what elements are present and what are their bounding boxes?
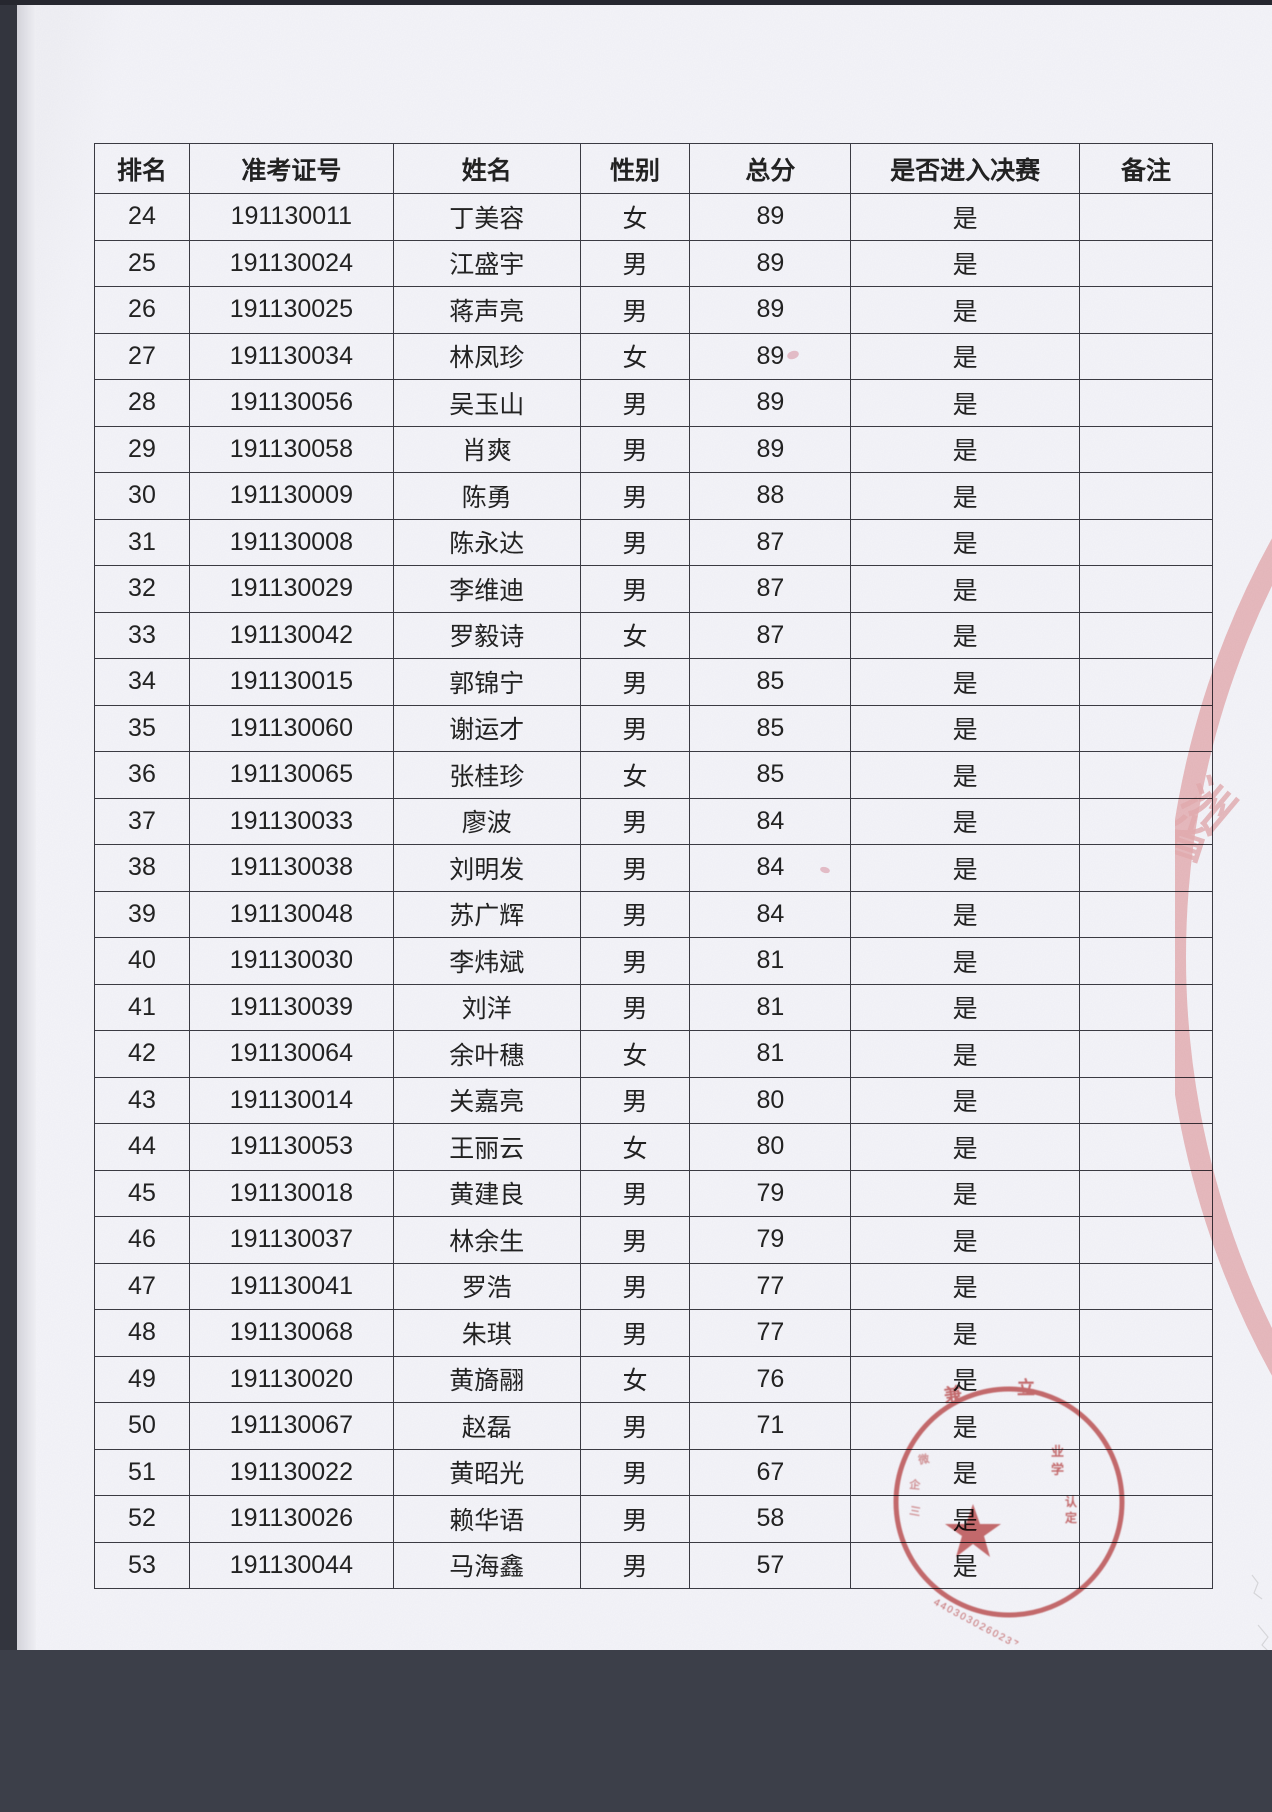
svg-text:立: 立 (1017, 1377, 1035, 1398)
svg-text:三: 三 (908, 1504, 921, 1519)
svg-text:4403030260237: 4403030260237 (932, 1597, 1022, 1644)
svg-text:兼: 兼 (943, 1383, 965, 1406)
svg-text:企: 企 (908, 1477, 922, 1492)
svg-text:学: 学 (1051, 1462, 1064, 1477)
svg-text:认: 认 (1065, 1494, 1078, 1509)
svg-text:定: 定 (1065, 1510, 1077, 1525)
svg-text:业: 业 (1051, 1444, 1064, 1459)
svg-text:微: 微 (916, 1451, 931, 1467)
